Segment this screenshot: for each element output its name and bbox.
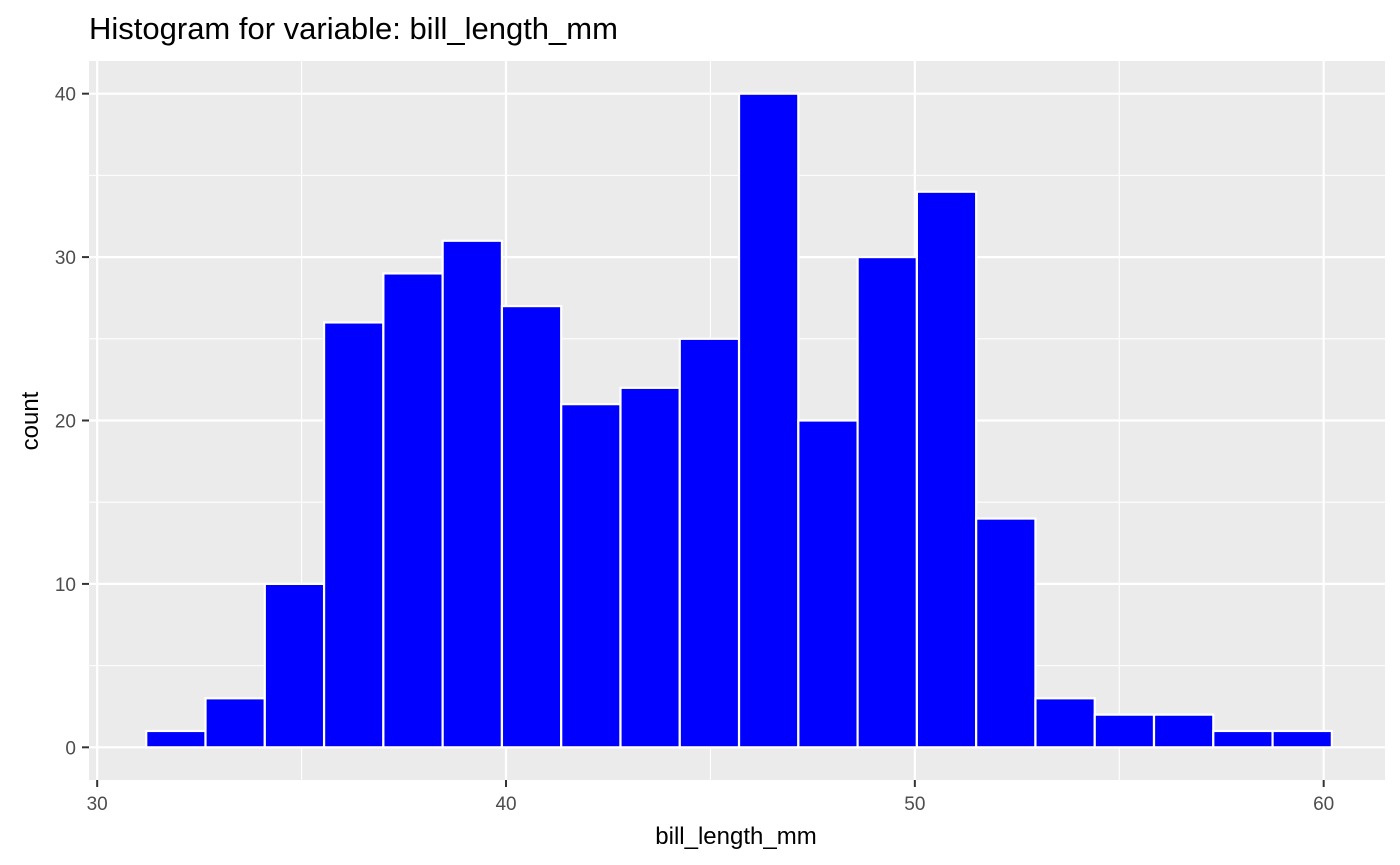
y-axis: 0 10 20 30 40 (55, 85, 89, 759)
histogram-bar (1152, 713, 1215, 749)
histogram-bar (1271, 729, 1333, 749)
histogram-bar (560, 403, 622, 749)
x-tick-label: 30 (87, 794, 108, 815)
histogram-bar (678, 337, 741, 749)
y-tick-label: 20 (55, 412, 76, 433)
histogram-bar (500, 305, 563, 749)
x-tick-label: 50 (904, 794, 925, 815)
y-tick-label: 30 (55, 248, 76, 269)
histogram-bar (1212, 729, 1274, 749)
histogram-bars (145, 92, 1333, 749)
x-axis-title: bill_length_mm (655, 823, 816, 850)
x-tick-label: 40 (495, 794, 516, 815)
histogram-bar (1034, 697, 1096, 749)
histogram-bar (1093, 713, 1156, 749)
x-tick-label: 60 (1313, 794, 1334, 815)
histogram-bar (856, 255, 918, 749)
histogram-bar (441, 239, 504, 749)
y-axis-title: count (17, 391, 44, 450)
chart-title: Histogram for variable: bill_length_mm (89, 11, 618, 46)
histogram-bar (975, 517, 1037, 749)
histogram-bar (263, 582, 326, 749)
histogram-bar (322, 321, 385, 749)
y-tick-label: 0 (65, 738, 76, 759)
y-tick-label: 10 (55, 575, 76, 596)
x-axis: 30 40 50 60 (87, 780, 1334, 815)
histogram-bar (737, 92, 800, 749)
histogram-bar (619, 386, 681, 749)
histogram-bar (797, 419, 859, 749)
y-tick-label: 40 (55, 85, 76, 106)
histogram-bar (145, 729, 207, 749)
histogram-bar (204, 697, 266, 749)
histogram-bar (915, 190, 978, 749)
histogram-bar (382, 272, 444, 749)
